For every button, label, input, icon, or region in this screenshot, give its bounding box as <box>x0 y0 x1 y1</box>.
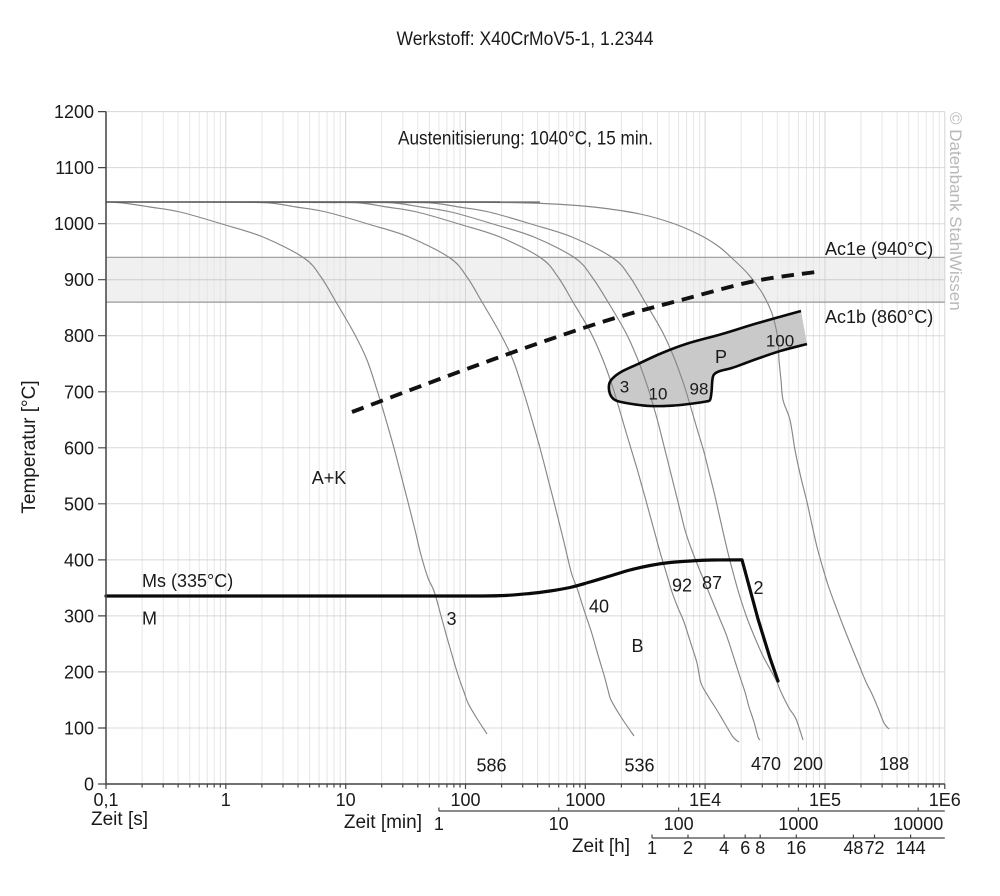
svg-text:1E6: 1E6 <box>929 790 961 810</box>
svg-text:400: 400 <box>64 550 94 570</box>
svg-text:Austenitisierung: 1040°C, 15 m: Austenitisierung: 1040°C, 15 min. <box>398 129 653 150</box>
svg-text:900: 900 <box>64 270 94 290</box>
svg-text:Zeit [s]: Zeit [s] <box>91 809 148 830</box>
svg-text:3: 3 <box>620 378 629 397</box>
svg-text:600: 600 <box>64 438 94 458</box>
svg-text:200: 200 <box>793 754 823 774</box>
svg-text:200: 200 <box>64 662 94 682</box>
svg-text:586: 586 <box>476 756 506 776</box>
svg-text:M: M <box>142 609 157 629</box>
svg-text:4: 4 <box>719 838 729 858</box>
svg-text:87: 87 <box>702 573 722 593</box>
svg-text:10: 10 <box>336 790 356 810</box>
svg-text:Zeit [h]: Zeit [h] <box>572 836 630 857</box>
svg-text:536: 536 <box>624 756 654 776</box>
svg-text:3: 3 <box>446 609 456 629</box>
svg-text:188: 188 <box>879 754 909 774</box>
svg-text:B: B <box>631 636 643 656</box>
svg-text:1E5: 1E5 <box>809 790 841 810</box>
svg-text:A+K: A+K <box>312 468 347 488</box>
svg-text:100: 100 <box>766 332 794 351</box>
svg-text:470: 470 <box>751 754 781 774</box>
svg-text:0: 0 <box>84 775 94 795</box>
svg-text:144: 144 <box>896 838 926 858</box>
svg-text:98: 98 <box>690 380 709 399</box>
svg-text:300: 300 <box>64 606 94 626</box>
svg-text:10: 10 <box>549 814 569 834</box>
svg-text:1E4: 1E4 <box>689 790 721 810</box>
svg-text:Ms (335°C): Ms (335°C) <box>142 571 233 591</box>
svg-text:1: 1 <box>647 838 657 858</box>
svg-text:0,1: 0,1 <box>93 790 118 810</box>
svg-text:48: 48 <box>843 838 863 858</box>
svg-text:Zeit [min]: Zeit [min] <box>344 812 422 833</box>
svg-text:6: 6 <box>740 838 750 858</box>
svg-text:92: 92 <box>672 576 692 596</box>
svg-text:100: 100 <box>664 814 694 834</box>
svg-text:700: 700 <box>64 382 94 402</box>
svg-text:10: 10 <box>649 385 668 404</box>
svg-text:1000: 1000 <box>565 790 605 810</box>
svg-text:P: P <box>715 347 727 367</box>
svg-text:1: 1 <box>434 814 444 834</box>
svg-text:Ac1e (940°C): Ac1e (940°C) <box>825 239 933 259</box>
svg-text:8: 8 <box>755 838 765 858</box>
svg-text:1000: 1000 <box>54 214 94 234</box>
svg-text:1200: 1200 <box>54 102 94 122</box>
svg-text:Temperatur [°C]: Temperatur [°C] <box>19 380 40 513</box>
svg-text:100: 100 <box>64 719 94 739</box>
svg-text:40: 40 <box>589 597 609 617</box>
svg-text:2: 2 <box>683 838 693 858</box>
svg-text:© Datenbank StahlWissen: © Datenbank StahlWissen <box>946 112 965 311</box>
svg-text:Ac1b (860°C): Ac1b (860°C) <box>825 307 933 327</box>
svg-text:72: 72 <box>864 838 884 858</box>
svg-text:500: 500 <box>64 494 94 514</box>
svg-text:100: 100 <box>450 790 480 810</box>
svg-text:10000: 10000 <box>893 814 943 834</box>
svg-text:2: 2 <box>753 578 763 598</box>
svg-text:800: 800 <box>64 326 94 346</box>
svg-text:1000: 1000 <box>778 814 818 834</box>
svg-text:1100: 1100 <box>55 158 94 178</box>
svg-text:1: 1 <box>221 790 231 810</box>
svg-text:16: 16 <box>786 838 806 858</box>
svg-text:Werkstoff: X40CrMoV5-1, 1.2344: Werkstoff: X40CrMoV5-1, 1.2344 <box>397 29 654 50</box>
